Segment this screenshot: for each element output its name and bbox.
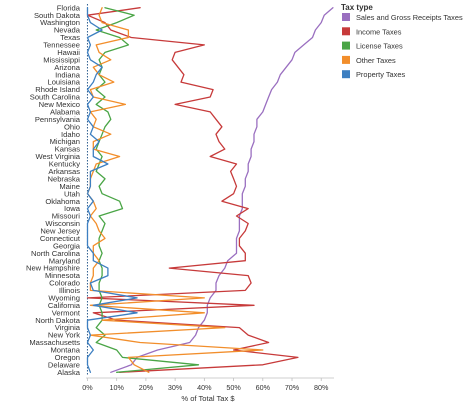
state-label-vermont: Vermont <box>52 308 81 317</box>
state-label-idaho: Idaho <box>61 130 80 139</box>
state-label-michigan: Michigan <box>50 137 80 146</box>
series-line-other-taxes <box>86 7 264 373</box>
x-tick-label-4: 40% <box>197 383 212 392</box>
series-line-property-taxes <box>86 7 138 373</box>
x-tick-label-5: 50% <box>226 383 241 392</box>
state-label-south-dakota: South Dakota <box>34 11 81 20</box>
state-label-alabama: Alabama <box>50 107 81 116</box>
state-label-maryland: Maryland <box>49 256 80 265</box>
state-label-minnesota: Minnesota <box>45 271 81 280</box>
state-label-arizona: Arizona <box>54 63 81 72</box>
legend-swatch-property-taxes <box>342 70 350 79</box>
legend-title: Tax type <box>341 3 373 12</box>
state-label-arkansas: Arkansas <box>48 167 80 176</box>
state-label-texas: Texas <box>60 33 80 42</box>
state-label-pennsylvania: Pennsylvania <box>35 115 81 124</box>
state-label-georgia: Georgia <box>53 241 81 250</box>
state-label-hawaii: Hawaii <box>57 48 80 57</box>
state-label-oklahoma: Oklahoma <box>45 197 80 206</box>
legend-label-license-taxes: License Taxes <box>356 42 403 51</box>
state-label-wisconsin: Wisconsin <box>45 219 80 228</box>
state-label-connecticut: Connecticut <box>40 234 81 243</box>
x-tick-label-2: 20% <box>139 383 154 392</box>
state-label-florida: Florida <box>57 3 81 12</box>
legend-swatch-other-taxes <box>342 55 350 64</box>
state-label-indiana: Indiana <box>55 70 81 79</box>
state-label-washington: Washington <box>40 18 80 27</box>
state-label-new-york: New York <box>48 331 80 340</box>
legend: Tax type Sales and Gross Receipts Taxes I… <box>341 3 463 79</box>
x-axis-ticks: 0% 10% 20% 30% 40% 50% 60% 70% 80% <box>82 378 329 392</box>
state-label-tennessee: Tennessee <box>43 41 80 50</box>
x-tick-label-1: 10% <box>109 383 124 392</box>
state-label-oregon: Oregon <box>55 353 80 362</box>
state-label-virginia: Virginia <box>55 323 81 332</box>
state-label-kentucky: Kentucky <box>49 160 80 169</box>
state-label-alaska: Alaska <box>57 368 81 377</box>
state-label-maine: Maine <box>59 182 80 191</box>
series-line-income-taxes <box>86 7 299 373</box>
state-label-california: California <box>48 301 81 310</box>
state-label-colorado: Colorado <box>49 279 80 288</box>
state-label-west-virginia: West Virginia <box>36 152 81 161</box>
legend-swatch-license-taxes <box>342 41 350 50</box>
legend-label-income-taxes: Income Taxes <box>356 27 402 36</box>
state-label-south-carolina: South Carolina <box>30 93 81 102</box>
legend-label-property-taxes: Property Taxes <box>356 70 405 79</box>
state-label-utah: Utah <box>64 189 80 198</box>
state-label-illinois: Illinois <box>59 286 80 295</box>
state-label-new-hampshire: New Hampshire <box>26 264 80 273</box>
state-label-delaware: Delaware <box>48 360 80 369</box>
x-axis-title: % of Total Tax $ <box>181 394 235 403</box>
legend-swatch-sales-and-gross-receipts-taxes <box>342 13 350 21</box>
state-label-north-dakota: North Dakota <box>35 316 81 325</box>
x-tick-label-0: 0% <box>82 383 93 392</box>
state-label-north-carolina: North Carolina <box>31 249 81 258</box>
x-tick-label-3: 30% <box>168 383 183 392</box>
x-tick-label-8: 80% <box>314 383 329 392</box>
state-label-new-mexico: New Mexico <box>39 100 80 109</box>
state-label-mississippi: Mississippi <box>43 55 80 64</box>
legend-label-sales-and-gross-receipts-taxes: Sales and Gross Receipts Taxes <box>356 13 463 22</box>
series-line-license-taxes <box>95 7 200 373</box>
x-tick-label-7: 70% <box>285 383 300 392</box>
x-tick-label-6: 60% <box>256 383 271 392</box>
state-label-kansas: Kansas <box>55 145 81 154</box>
legend-swatch-income-taxes <box>342 27 350 36</box>
state-label-ohio: Ohio <box>64 122 80 131</box>
state-label-new-jersey: New Jersey <box>40 227 80 236</box>
state-label-wyoming: Wyoming <box>48 293 80 302</box>
legend-label-other-taxes: Other Taxes <box>356 56 396 65</box>
state-label-iowa: Iowa <box>64 204 81 213</box>
state-label-missouri: Missouri <box>52 212 81 221</box>
state-label-rhode-island: Rhode Island <box>35 85 80 94</box>
series-line-sales-and-gross-receipts-taxes <box>110 7 334 373</box>
state-label-nebraska: Nebraska <box>48 174 81 183</box>
state-label-nevada: Nevada <box>54 26 81 35</box>
state-label-montana: Montana <box>50 346 80 355</box>
series-lines <box>86 7 334 373</box>
state-label-louisiana: Louisiana <box>47 78 80 87</box>
state-label-massachusetts: Massachusetts <box>29 338 80 347</box>
